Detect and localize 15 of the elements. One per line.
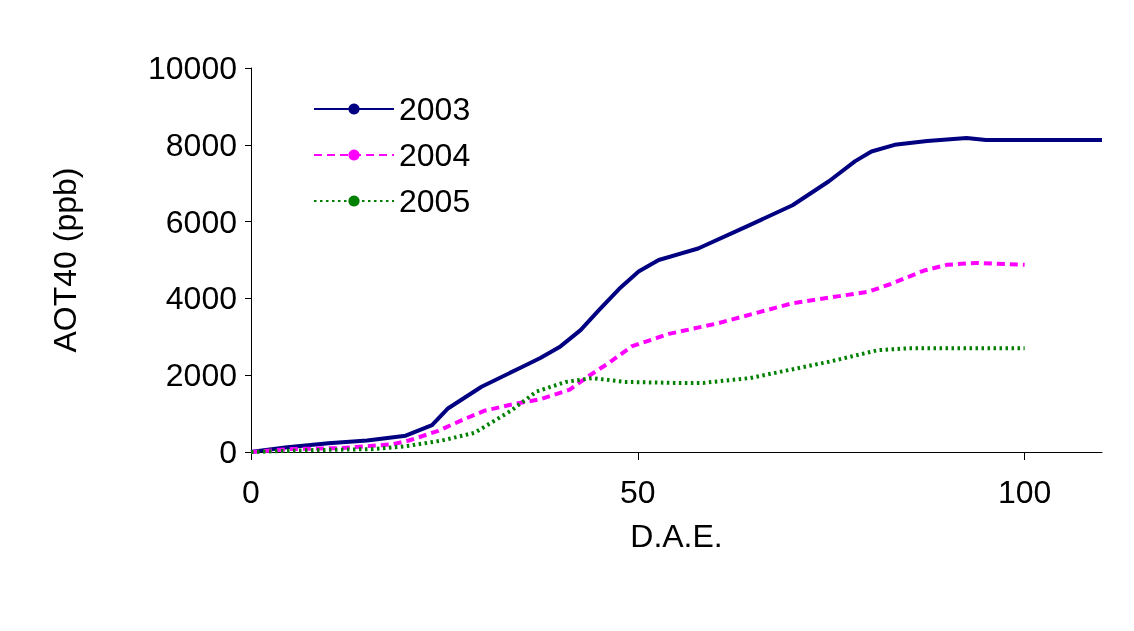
legend-label: 2003 (399, 91, 471, 127)
y-tick-label: 10000 (148, 50, 237, 86)
x-axis-title: D.A.E. (630, 518, 723, 554)
legend-label: 2005 (399, 183, 471, 219)
x-tick-label: 100 (997, 474, 1052, 510)
line-series (249, 346, 1027, 454)
y-tick-label: 6000 (165, 203, 237, 240)
y-tick-label: 4000 (165, 280, 237, 317)
y-tick-label: 0 (219, 434, 237, 470)
legend-label: 2004 (399, 137, 471, 173)
y-tick-label: 8000 (165, 126, 237, 163)
x-tick-label: 50 (620, 474, 656, 510)
y-axis-title: AOT40 (ppb) (47, 167, 83, 353)
x-tick-label: 0 (242, 474, 260, 510)
y-tick-label: 2000 (165, 357, 237, 394)
